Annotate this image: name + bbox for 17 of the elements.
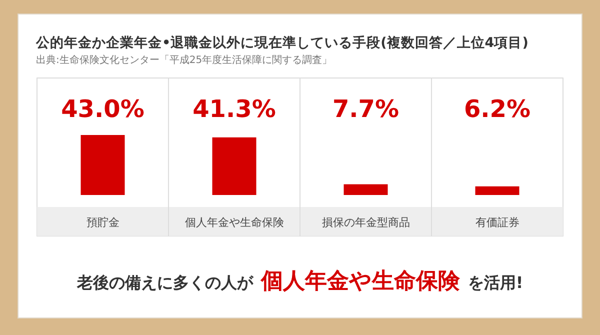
bar [344, 184, 388, 195]
data-label: 43.0% [61, 95, 144, 123]
bar [80, 135, 125, 195]
x-tick-label: 損保の年金型商品 [322, 216, 410, 229]
bar [212, 137, 256, 195]
x-tick-label: 個人年金や生命保険 [184, 216, 284, 229]
chart-title: 公的年金か企業年金•退職金以外に現在準している手段(複数回答／上位4項目) [35, 34, 528, 51]
text: 老後の備えに多くの人が [76, 273, 254, 292]
data-label: 41.3% [192, 95, 276, 123]
text: を活用! [468, 273, 524, 292]
x-tick-label: 預貯金 [86, 216, 120, 229]
chart-subtitle: 出典:生命保険文化センター「平成25年度生活保障に関する調査」 [36, 54, 332, 66]
data-label: 7.7% [332, 95, 400, 123]
text: 個人年金や生命保険 [260, 269, 461, 294]
bar [475, 186, 520, 195]
data-label: 6.2% [464, 95, 531, 123]
x-tick-label: 有価証券 [475, 216, 520, 229]
